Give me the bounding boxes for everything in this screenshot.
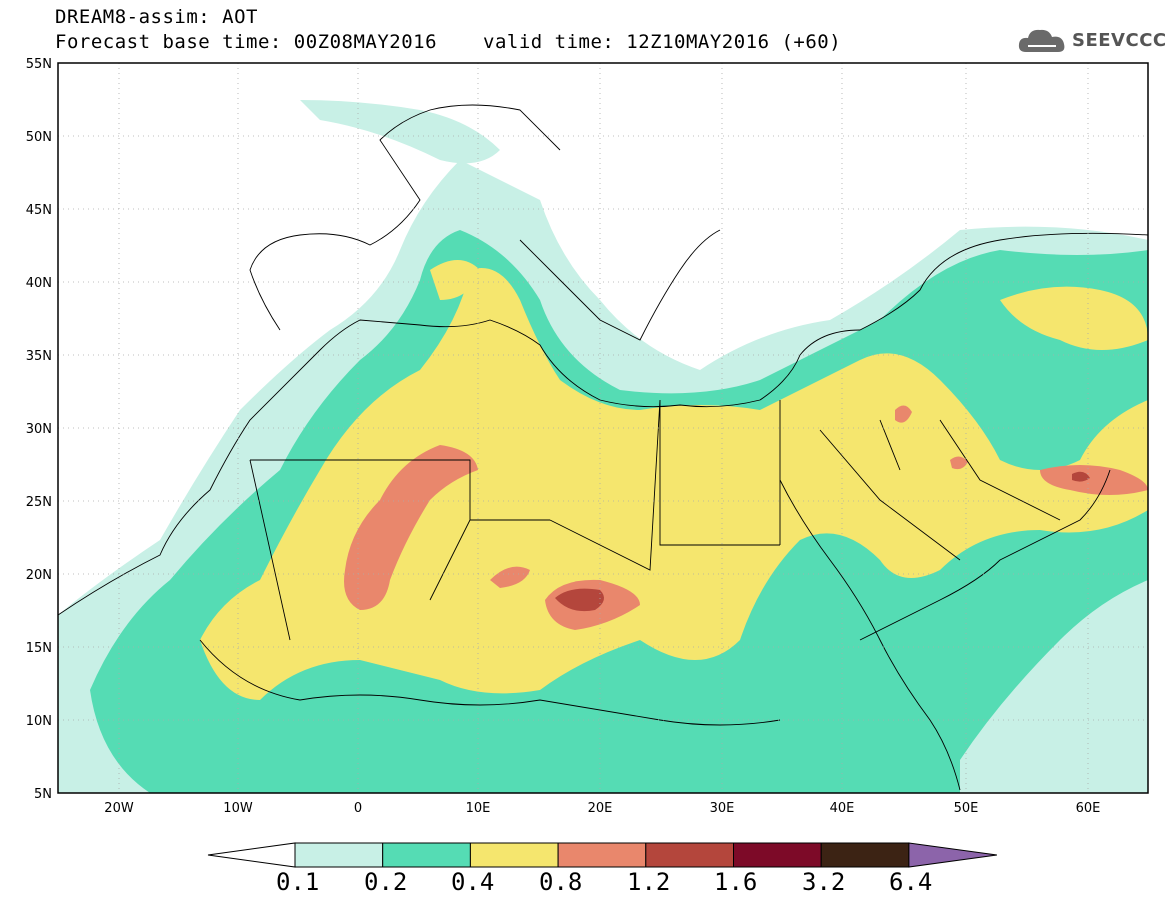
forecast-base-time: Forecast base time: 00Z08MAY2016 xyxy=(55,31,438,53)
colorbar-segment xyxy=(382,842,471,868)
lat-axis: 55N 50N 45N 40N 35N 30N 25N 20N 15N 10N … xyxy=(26,57,52,802)
colorbar-label: 0.8 xyxy=(539,868,583,896)
lon-label: 20W xyxy=(104,801,134,816)
lat-label: 35N xyxy=(26,349,52,364)
gridlines xyxy=(58,63,1148,793)
colorbar-label: 1.6 xyxy=(714,868,758,896)
lon-label: 40E xyxy=(830,801,855,816)
coastlines xyxy=(58,104,1148,791)
colorbar-label: 0.4 xyxy=(451,868,495,896)
lat-label: 5N xyxy=(34,787,52,802)
lon-label: 10W xyxy=(223,801,253,816)
colorbar-segment xyxy=(645,842,734,868)
colorbar-arrow-high xyxy=(908,842,997,868)
lon-label: 20E xyxy=(588,801,613,816)
colorbar-segment xyxy=(733,842,822,868)
valid-time: valid time: 12Z10MAY2016 (+60) xyxy=(483,31,842,53)
lat-label: 30N xyxy=(26,422,52,437)
colorbar-label: 6.4 xyxy=(889,868,933,896)
lat-label: 15N xyxy=(26,641,52,656)
colorbar-label: 0.2 xyxy=(364,868,408,896)
lat-label: 20N xyxy=(26,568,52,583)
colorbar-arrow-low xyxy=(207,842,296,868)
colorbar-segment xyxy=(294,842,384,868)
lon-label: 10E xyxy=(466,801,491,816)
map-frame xyxy=(57,62,1149,794)
lat-label: 45N xyxy=(26,203,52,218)
cloud-icon xyxy=(1018,29,1065,52)
lat-label: 55N xyxy=(26,57,52,72)
lon-axis: 20W 10W 0 10E 20E 30E 40E 50E 60E xyxy=(104,801,1100,816)
lat-label: 10N xyxy=(26,714,52,729)
seevccc-logo: SEEVCCC xyxy=(1016,24,1165,58)
lon-label: 0 xyxy=(354,801,362,816)
colorbar-segment xyxy=(469,842,559,868)
logo-text: SEEVCCC xyxy=(1072,30,1165,51)
lat-label: 25N xyxy=(26,495,52,510)
colorbar xyxy=(207,842,997,868)
colorbar-segment xyxy=(557,842,647,868)
colorbar-label: 3.2 xyxy=(802,868,846,896)
map-title: DREAM8-assim: AOT xyxy=(55,6,258,28)
lat-label: 40N xyxy=(26,276,52,291)
lat-label: 50N xyxy=(26,130,52,145)
colorbar-segment xyxy=(820,842,910,868)
lon-label: 60E xyxy=(1076,801,1101,816)
lon-label: 30E xyxy=(710,801,735,816)
lon-label: 50E xyxy=(954,801,979,816)
colorbar-label: 0.1 xyxy=(276,868,320,896)
colorbar-label: 1.2 xyxy=(627,868,671,896)
